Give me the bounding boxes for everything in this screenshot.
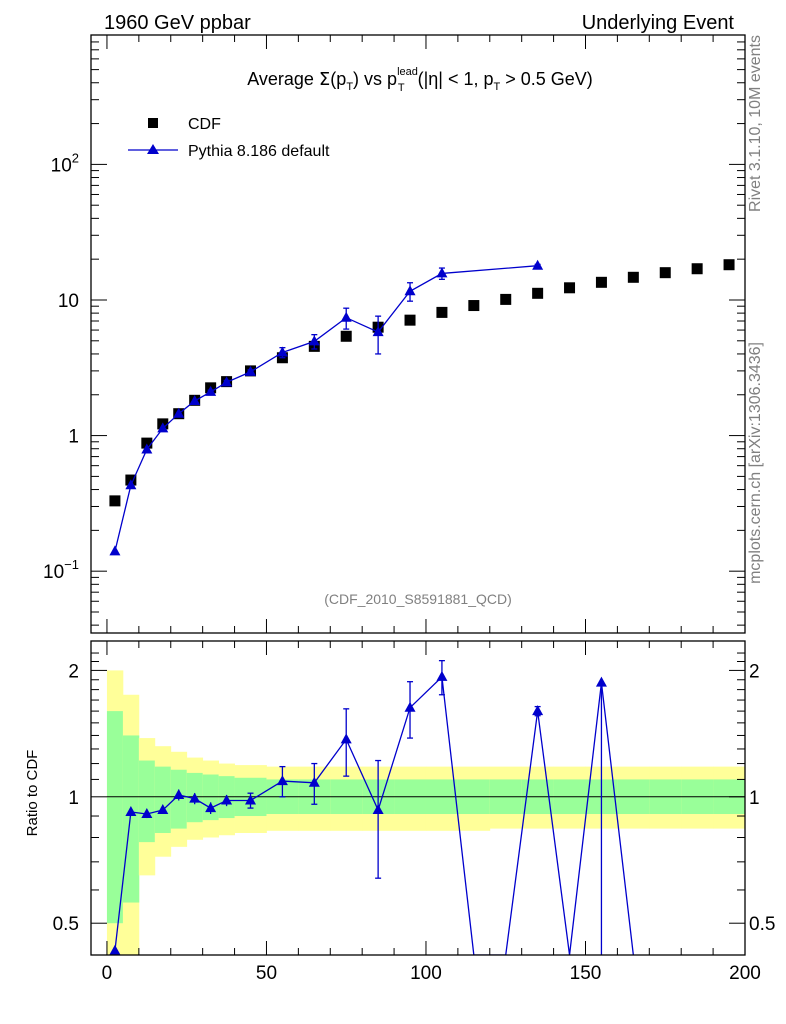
cdf-point — [340, 330, 352, 342]
cdf-point — [627, 271, 639, 283]
ratio-point — [141, 808, 153, 819]
cdf-point — [436, 306, 448, 318]
cdf-point — [109, 495, 121, 507]
cdf-point — [500, 293, 512, 305]
ratio-point — [340, 733, 352, 744]
ratio-y-tick-label-right: 0.5 — [749, 914, 775, 935]
analysis-tag: (CDF_2010_S8591881_QCD) — [324, 591, 512, 607]
band-inner-bin — [202, 774, 220, 821]
pythia-point — [221, 376, 233, 387]
top-y-tick-label: 1 — [68, 427, 79, 448]
pythia-point — [189, 394, 201, 405]
ratio-point — [532, 705, 544, 716]
band-inner-bin — [106, 711, 124, 924]
legend-cdf-label: CDF — [188, 116, 221, 133]
pythia-point — [308, 335, 320, 346]
pythia-point — [340, 311, 352, 322]
cdf-point — [564, 282, 576, 294]
top-frame — [90, 34, 746, 634]
ratio-point — [276, 775, 288, 786]
x-tick-label: 100 — [410, 963, 442, 984]
ratio-point — [436, 670, 448, 681]
rivet-label: Rivet 3.1.10, 10M events — [747, 35, 764, 212]
ratio-point — [125, 806, 137, 817]
cdf-point — [691, 263, 703, 275]
header-left: 1960 GeV ppbar — [104, 12, 251, 34]
legend-mc-marker — [147, 144, 159, 154]
top-y-tick-label: 10−1 — [43, 557, 79, 583]
ratio-y-tick-label-right: 1 — [749, 788, 760, 809]
pythia-point — [404, 285, 416, 296]
header-right: Underlying Event — [582, 12, 735, 34]
top-y-tick-label: 102 — [51, 150, 79, 176]
cdf-point — [595, 276, 607, 288]
pythia-point — [372, 326, 384, 337]
top-series — [109, 259, 735, 556]
ratio-point — [173, 788, 185, 799]
mcplots-label: mcplots.cern.ch [arXiv:1306.3436] — [747, 342, 764, 584]
pythia-point — [157, 422, 169, 433]
cdf-point — [404, 314, 416, 326]
ratio-point — [189, 792, 201, 803]
band-inner-bin — [138, 760, 156, 843]
pythia-point — [532, 259, 544, 270]
legend-mc-label: Pythia 8.186 default — [188, 143, 330, 160]
legend-cdf-marker — [148, 118, 158, 128]
pythia-point — [245, 365, 257, 376]
band-inner-bin — [154, 766, 172, 833]
ratio-point — [404, 701, 416, 712]
x-tick-label: 200 — [729, 963, 761, 984]
ratio-y-tick-label-left: 0.5 — [53, 914, 79, 935]
x-tick-label: 150 — [570, 963, 602, 984]
ratio-point — [109, 944, 121, 955]
x-tick-label: 0 — [102, 963, 113, 984]
ratio-uncertainty-bands — [106, 670, 746, 955]
ratio-point — [308, 776, 320, 787]
x-tick-label: 50 — [256, 963, 277, 984]
pythia-point — [141, 443, 153, 454]
pythia-point — [276, 346, 288, 357]
ratio-frame — [90, 640, 746, 956]
pythia-point — [436, 267, 448, 278]
ratio-point — [245, 794, 257, 805]
ratio-series — [109, 659, 634, 955]
axes: 0 50 100 150 200 10−1 1 10 102 0.5 0.5 1 1 2 2 — [43, 34, 775, 984]
ratio-clipped-group — [109, 659, 634, 955]
ratio-y-tick-label-left: 1 — [68, 788, 79, 809]
legend: CDF Pythia 8.186 default — [128, 116, 330, 160]
pythia-point — [205, 385, 217, 396]
cdf-point — [723, 259, 735, 271]
pythia-point — [125, 479, 137, 490]
ratio-point — [595, 676, 607, 687]
cdf-point — [659, 267, 671, 279]
ratio-point — [157, 804, 169, 815]
ratio-point — [221, 794, 233, 805]
ratio-point — [205, 802, 217, 813]
ratio-ylabel: Ratio to CDF — [24, 750, 41, 837]
ratio-y-tick-label-left: 2 — [68, 661, 79, 682]
cdf-point — [141, 437, 153, 449]
main-title: Average Σ(pT) vs plead T (|η| < 1, pT > 0… — [247, 66, 593, 94]
ratio-point — [372, 804, 384, 815]
pythia-line — [114, 265, 538, 552]
pythia-point — [109, 545, 121, 556]
ratio-y-tick-label-right: 2 — [749, 661, 760, 682]
band-inner-bin — [122, 735, 140, 903]
top-y-tick-label: 10 — [58, 291, 79, 312]
cdf-point — [468, 300, 480, 312]
cdf-point — [532, 287, 544, 299]
pythia-point — [173, 407, 185, 418]
